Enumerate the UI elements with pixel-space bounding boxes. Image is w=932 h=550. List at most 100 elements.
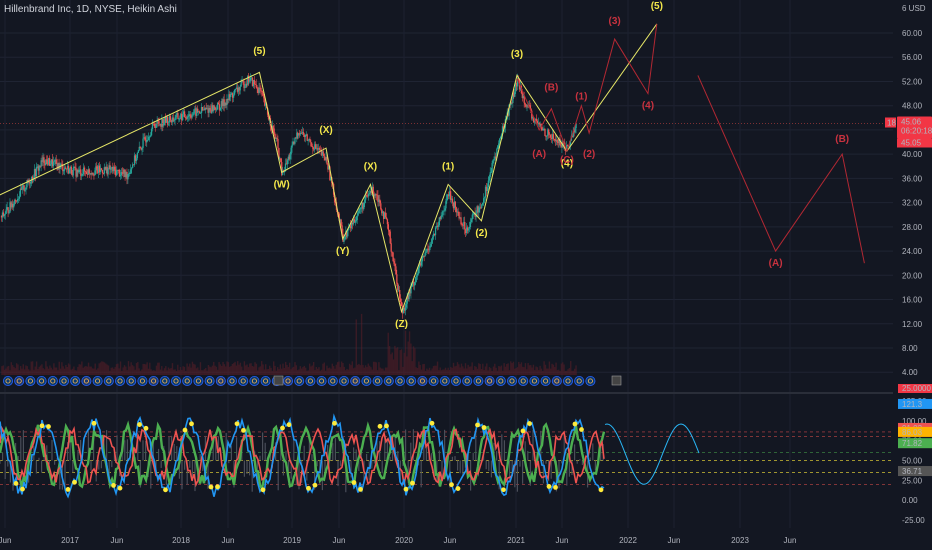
candle-body bbox=[250, 77, 253, 79]
volume-bar bbox=[5, 368, 7, 375]
osc-projection-line bbox=[604, 423, 700, 485]
volume-bar bbox=[460, 363, 463, 375]
candle-body bbox=[304, 134, 306, 137]
osc-yellow-marker bbox=[241, 427, 246, 433]
candle-body bbox=[186, 116, 189, 119]
volume-bar bbox=[26, 366, 28, 375]
dividend-badge-icon bbox=[251, 378, 257, 384]
candle-body bbox=[18, 196, 21, 199]
volume-bar bbox=[362, 364, 364, 375]
candle-body bbox=[527, 105, 529, 107]
candle-body bbox=[206, 108, 208, 110]
volume-bar bbox=[230, 366, 232, 375]
volume-bar bbox=[155, 365, 158, 375]
volume-bar bbox=[382, 368, 384, 375]
candle-body bbox=[410, 286, 412, 294]
dividend-badge-icon bbox=[576, 378, 582, 384]
candle-body bbox=[468, 227, 471, 229]
volume-bar bbox=[407, 341, 409, 375]
volume-bar bbox=[90, 366, 92, 375]
candle-body bbox=[291, 144, 293, 148]
dividend-badge bbox=[59, 375, 70, 386]
candle-body bbox=[306, 134, 308, 141]
candle-body bbox=[235, 87, 238, 89]
candle-body bbox=[68, 168, 71, 174]
dividend-badge bbox=[383, 375, 394, 386]
candle-body bbox=[6, 207, 8, 210]
volume-bar bbox=[294, 362, 296, 375]
volume-bar bbox=[13, 366, 15, 375]
volume-bar bbox=[250, 363, 252, 375]
candle-body bbox=[133, 155, 136, 165]
candle-body bbox=[86, 173, 89, 175]
candle-body bbox=[376, 194, 378, 196]
candle-body bbox=[266, 108, 269, 115]
volume-bar bbox=[379, 367, 381, 375]
candle-body bbox=[406, 295, 408, 304]
candle-body bbox=[128, 173, 130, 175]
chart-title: Hillenbrand Inc, 1D, NYSE, Heikin Ashi bbox=[4, 4, 177, 15]
volume-bar bbox=[249, 363, 251, 375]
volume-bar bbox=[137, 362, 139, 375]
candle-body bbox=[319, 149, 322, 151]
candle-body bbox=[558, 138, 560, 143]
candle-body bbox=[234, 88, 237, 90]
price-tick-label: 8.00 bbox=[902, 344, 918, 353]
candle-body bbox=[359, 208, 361, 210]
volume-bar bbox=[550, 368, 552, 375]
dividend-badge bbox=[182, 375, 193, 386]
candle-body bbox=[389, 231, 391, 244]
volume-bar bbox=[186, 363, 188, 375]
volume-bar bbox=[154, 370, 156, 375]
candle-body bbox=[416, 275, 418, 277]
candle-body bbox=[41, 160, 43, 162]
osc-yellow-marker bbox=[234, 421, 240, 427]
candle-body bbox=[448, 194, 450, 197]
candle-body bbox=[149, 136, 151, 138]
volume-bar bbox=[229, 366, 231, 375]
candle-body bbox=[143, 137, 145, 139]
candle-body bbox=[477, 206, 479, 213]
candle-body bbox=[93, 174, 95, 176]
volume-bar bbox=[288, 362, 291, 375]
candle-body bbox=[200, 106, 203, 113]
candle-body bbox=[34, 169, 37, 177]
candle-body bbox=[246, 83, 248, 85]
candle-body bbox=[299, 132, 302, 135]
volume-bar bbox=[354, 367, 356, 375]
candle-body bbox=[279, 158, 281, 160]
volume-bar bbox=[471, 362, 473, 375]
candle-body bbox=[239, 86, 241, 91]
dividend-badge bbox=[126, 375, 137, 386]
volume-bar bbox=[482, 363, 484, 375]
candle-body bbox=[259, 87, 261, 89]
candle-body bbox=[326, 157, 328, 165]
candle-body bbox=[199, 112, 202, 114]
volume-bar bbox=[207, 364, 210, 375]
candle-body bbox=[261, 91, 263, 92]
candle-body bbox=[433, 233, 436, 236]
osc-yellow-marker bbox=[351, 480, 357, 485]
candle-body bbox=[499, 136, 502, 139]
volume-bar bbox=[201, 370, 203, 375]
wave-label: (W) bbox=[274, 179, 290, 190]
candle-body bbox=[382, 211, 385, 219]
dividend-badge-icon bbox=[61, 378, 67, 384]
volume-bar bbox=[243, 361, 246, 375]
symbol-tag bbox=[885, 117, 896, 128]
candle-body bbox=[470, 219, 473, 223]
candle-body bbox=[496, 148, 498, 158]
time-tick-label: 2023 bbox=[731, 536, 749, 545]
candle-body bbox=[30, 182, 32, 184]
volume-bar bbox=[282, 363, 284, 375]
candle-body bbox=[48, 158, 51, 166]
candle-body bbox=[398, 289, 400, 291]
volume-bar bbox=[415, 367, 417, 375]
volume-bar bbox=[454, 366, 456, 375]
dividend-badge-icon bbox=[375, 378, 381, 384]
candle-body bbox=[112, 167, 114, 172]
candle-body bbox=[182, 114, 184, 121]
candle-body bbox=[572, 130, 574, 137]
candle-body bbox=[418, 263, 421, 268]
volume-bar bbox=[66, 366, 68, 375]
